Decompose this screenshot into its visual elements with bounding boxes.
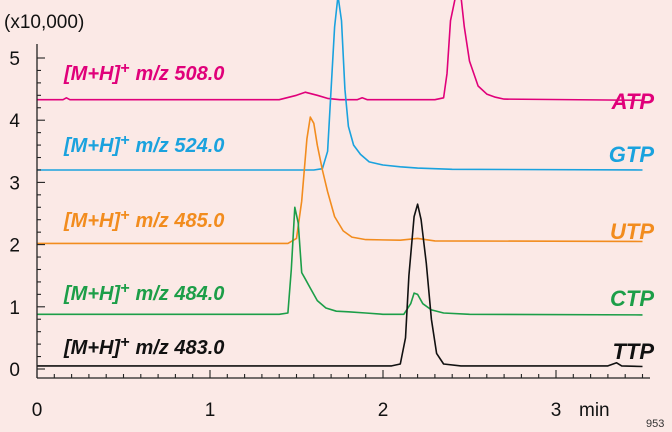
ion-label-atp: [M+H]+ m/z 508.0 (63, 60, 224, 85)
ion-charge: + (120, 280, 129, 297)
ion-mz: m/z 524.0 (135, 135, 224, 157)
compound-label-ttp: TTP (612, 339, 654, 364)
ion-label-gtp: [M+H]+ m/z 524.0 (63, 132, 224, 157)
figure-code: 953 (646, 418, 664, 430)
ion-prefix: [M+H] (63, 337, 121, 359)
ion-mz: m/z 484.0 (135, 283, 224, 305)
y-tick-label: 0 (9, 360, 20, 381)
ion-mz: m/z 483.0 (135, 337, 224, 359)
ion-mz: m/z 485.0 (135, 210, 224, 232)
ion-label-utp: [M+H]+ m/z 485.0 (63, 207, 224, 232)
ion-charge: + (120, 334, 129, 351)
ion-prefix: [M+H] (63, 135, 121, 157)
y-tick-label: 1 (9, 298, 20, 319)
y-tick-label: 5 (9, 49, 20, 70)
x-tick-label: 0 (32, 400, 43, 421)
y-tick-label: 4 (9, 111, 20, 132)
x-tick-label: 2 (378, 400, 389, 421)
series-line-ctp (37, 206, 643, 316)
compound-label-atp: ATP (611, 89, 655, 114)
series-layer (37, 0, 643, 368)
ion-charge: + (120, 132, 129, 149)
y-tick-label: 2 (9, 236, 20, 257)
ion-mz: m/z 508.0 (135, 63, 224, 85)
ion-prefix: [M+H] (63, 283, 121, 305)
x-tick-label: 3 (551, 400, 562, 421)
series-line-gtp (37, 0, 643, 171)
ion-charge: + (120, 60, 129, 77)
ion-prefix: [M+H] (63, 210, 121, 232)
compound-label-utp: UTP (610, 219, 654, 244)
compound-label-gtp: GTP (609, 142, 655, 167)
ion-label-ttp: [M+H]+ m/z 483.0 (63, 334, 224, 359)
axis-layer: 0 1 2 3 4 5 0 1 2 3 (9, 44, 650, 421)
compound-label-ctp: CTP (610, 286, 654, 311)
x-unit-label: min (579, 400, 610, 421)
series-line-ttp (37, 203, 643, 368)
y-tick-label: 3 (9, 173, 20, 194)
series-line-utp (37, 116, 643, 245)
ion-label-ctp: [M+H]+ m/z 484.0 (63, 280, 224, 305)
x-tick-label: 1 (205, 400, 216, 421)
series-line-atp (37, 0, 643, 102)
ion-prefix: [M+H] (63, 63, 121, 85)
y-multiplier-label: (x10,000) (4, 12, 84, 33)
ion-charge: + (120, 207, 129, 224)
